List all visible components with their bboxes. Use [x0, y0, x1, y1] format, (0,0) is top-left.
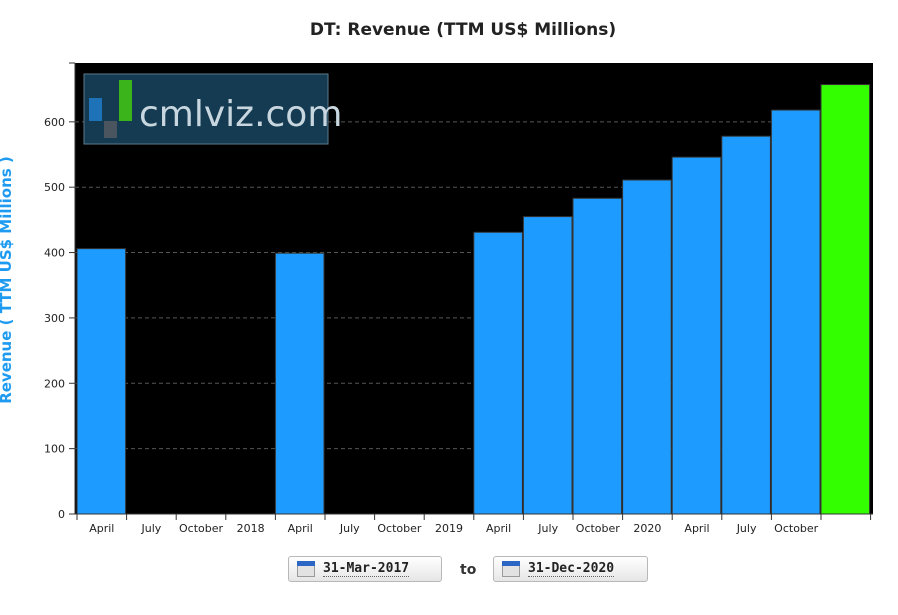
x-tick-label: April: [288, 522, 313, 535]
x-tick-label: April: [89, 522, 114, 535]
bar-jun-2020: [721, 135, 771, 515]
x-tick-label: October: [576, 522, 620, 535]
bar-mar-2017: [76, 248, 127, 515]
y-tick-label: 0: [58, 508, 65, 521]
y-tick-label: 500: [44, 181, 65, 194]
bar-dec-2019: [622, 179, 672, 515]
cmlviz-logo: cmlviz.com: [83, 73, 342, 145]
bar-sep-2019: [572, 197, 623, 515]
y-tick-label: 600: [44, 116, 65, 129]
y-tick-label: 100: [44, 443, 65, 456]
x-tick-label: October: [377, 522, 421, 535]
x-tick-label: July: [736, 522, 757, 535]
calendar-icon: [297, 561, 315, 577]
x-tick-label: 2018: [237, 522, 265, 535]
bar-mar-2018: [274, 252, 325, 515]
x-tick-label: July: [141, 522, 162, 535]
x-tick-label: 2019: [435, 522, 463, 535]
x-tick-label: 2020: [633, 522, 661, 535]
bar-mar-2019: [473, 231, 523, 515]
logo-bar-blue: [89, 98, 102, 121]
bar-dec-2020: [820, 84, 871, 515]
x-tick-label: April: [684, 522, 709, 535]
end-date-picker[interactable]: 31-Dec-2020: [493, 556, 648, 582]
x-tick-label: October: [774, 522, 818, 535]
start-date-value: 31-Mar-2017: [323, 561, 410, 577]
end-date-value: 31-Dec-2020: [528, 561, 615, 577]
y-tick-label: 200: [44, 377, 65, 390]
bar-mar-2020: [671, 156, 722, 515]
bars: [76, 84, 871, 515]
logo-bar-green: [119, 80, 132, 121]
bar-jun-2019: [522, 216, 573, 515]
calendar-icon: [502, 561, 520, 577]
logo-text: cmlviz.com: [139, 94, 342, 135]
x-tick-label: October: [179, 522, 223, 535]
x-tick-label: July: [537, 522, 558, 535]
chart-title: DT: Revenue (TTM US$ Millions): [309, 20, 617, 40]
x-tick-label: July: [339, 522, 360, 535]
bar-sep-2020: [770, 109, 821, 515]
axes: 0 100 200 300 400 500 600 April July October 2018 A…: [44, 62, 873, 535]
y-tick-label: 400: [44, 247, 65, 260]
date-range-separator: to: [460, 562, 477, 578]
x-tick-label: April: [486, 522, 511, 535]
logo-bar-gray: [104, 121, 117, 138]
y-tick-label: 300: [44, 312, 65, 325]
start-date-picker[interactable]: 31-Mar-2017: [288, 556, 442, 582]
